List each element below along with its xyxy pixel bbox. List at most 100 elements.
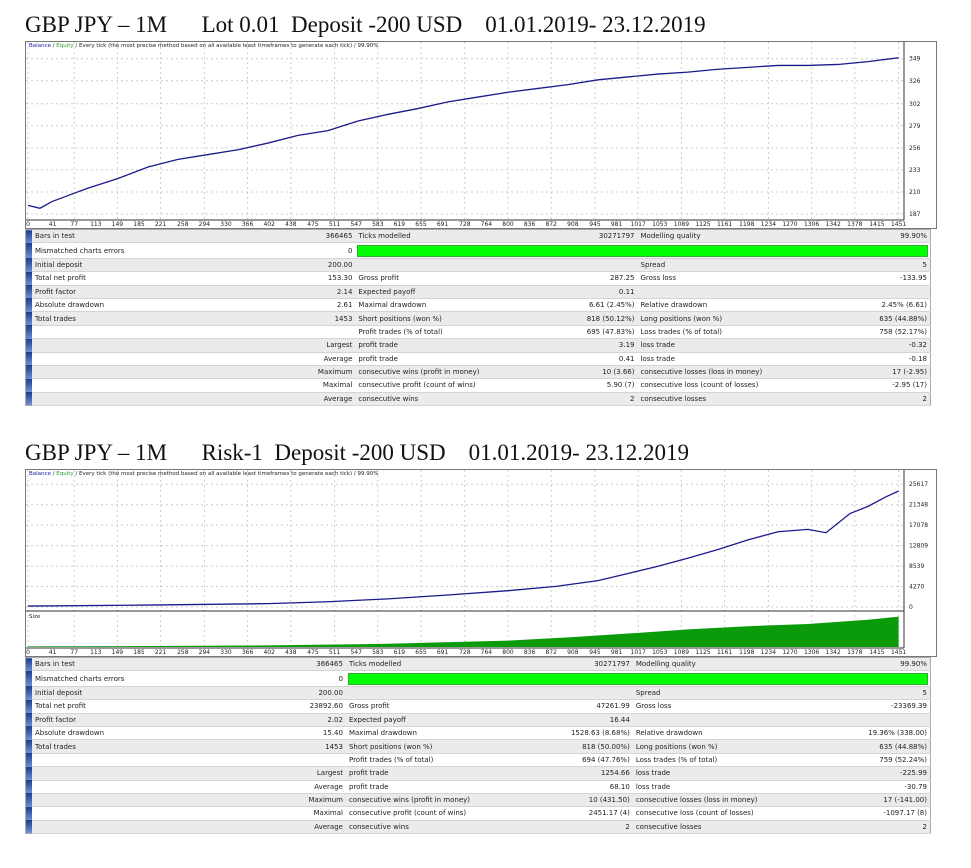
table-row: Initial deposit 200.00 Spread 5 (25, 258, 931, 273)
row-gutter (25, 780, 32, 794)
cell-label: profit trade (345, 766, 532, 781)
table-row: Largest profit trade 3.19 loss trade -0.32 (25, 338, 931, 353)
x-tick-label: 1125 (695, 649, 710, 656)
x-tick-label: 691 (437, 221, 449, 228)
x-tick-label: 908 (567, 649, 579, 656)
cell-value: 153.30 (283, 271, 356, 286)
x-tick-label: 1342 (826, 649, 841, 656)
cell-value: -133.95 (833, 271, 931, 286)
cell-label: Mismatched charts errors (32, 242, 283, 259)
cell-label: Ticks modelled (345, 657, 532, 672)
y-tick-label: 0 (909, 604, 913, 611)
cell-value: 3.19 (541, 338, 638, 353)
x-tick-label: 149 (112, 221, 124, 228)
cell-label: Initial deposit (32, 686, 283, 701)
cell-value (828, 713, 931, 727)
table-row: Mismatched charts errors 0 (25, 670, 931, 687)
cell-value: 635 (44.88%) (833, 311, 931, 326)
cell-label: Ticks modelled (355, 229, 542, 244)
cell-value: 5 (833, 258, 931, 273)
cell-value: 818 (50.00%) (531, 739, 633, 754)
cell-label: Short positions (won %) (345, 739, 532, 754)
x-tick-label: 1198 (739, 221, 754, 228)
x-tick-label: 1198 (739, 649, 754, 656)
y-tick-label: 210 (909, 189, 921, 196)
cell-label (32, 325, 283, 340)
table-row: Bars in test 366465 Ticks modelled 30271797… (25, 657, 931, 672)
cell-value: -2.95 (17) (833, 378, 931, 393)
x-tick-label: 294 (199, 221, 211, 228)
x-tick-label: 475 (307, 221, 319, 228)
x-tick-label: 764 (481, 649, 493, 656)
y-tick-label: 17078 (909, 522, 928, 529)
cell-label (632, 713, 829, 727)
cell-value: 695 (47.83%) (541, 325, 638, 340)
cell-label (32, 392, 283, 407)
y-tick-label: 8539 (909, 563, 924, 570)
chart-1-caption: Balance / Equity / Every tick (the most … (29, 43, 379, 49)
cell-value: 759 (52.24%) (828, 753, 931, 768)
cell-label: Modelling quality (637, 229, 834, 244)
cell-label (32, 766, 283, 781)
x-tick-label: 41 (49, 649, 57, 656)
table-row: Total net profit 23892.60 Gross profit 4726… (25, 699, 931, 714)
cell-label: consecutive loss (count of losses) (632, 806, 829, 821)
cell-value: 17 (-141.00) (828, 793, 931, 808)
cell-value: 0 (283, 242, 356, 259)
x-tick-label: 872 (545, 649, 557, 656)
cell-label: consecutive wins (profit in money) (345, 793, 532, 808)
x-tick-label: 1306 (804, 221, 819, 228)
size-label: Size (29, 614, 41, 620)
x-tick-label: 1089 (674, 221, 689, 228)
cell-value: 23892.60 (283, 699, 346, 714)
cell-label: Modelling quality (632, 657, 829, 672)
cell-value: 19.36% (338.00) (828, 726, 931, 741)
x-tick-label: 185 (133, 649, 145, 656)
x-tick-label: 330 (220, 221, 232, 228)
equity-label: Equity (56, 43, 74, 49)
cell-label: Spread (637, 258, 834, 273)
cell-label: Bars in test (32, 657, 283, 672)
y-tick-label: 21348 (909, 502, 928, 509)
row-gutter (25, 311, 32, 326)
table-row: Total trades 1453 Short positions (won %) 8… (25, 739, 931, 754)
row-gutter (25, 242, 32, 259)
cell-value (541, 258, 638, 273)
row-gutter (25, 670, 32, 687)
y-tick-label: 187 (909, 211, 921, 218)
x-tick-label: 1342 (826, 221, 841, 228)
cell-label: Maximal drawdown (355, 298, 542, 313)
quality-fill (347, 672, 928, 685)
cell-value: -225.99 (828, 766, 931, 781)
row-gutter (25, 285, 32, 299)
cell-label: consecutive profit (count of wins) (345, 806, 532, 821)
cell-label: Expected payoff (355, 285, 542, 299)
cell-label: consecutive losses (loss in money) (637, 365, 834, 380)
cell-value: 99.90% (833, 229, 931, 244)
cell-label: Long positions (won %) (632, 739, 829, 754)
cell-value: -0.18 (833, 352, 931, 366)
x-tick-label: 1053 (652, 221, 667, 228)
x-tick-label: 1415 (869, 649, 884, 656)
cell-label (32, 365, 283, 380)
cell-label: Bars in test (32, 229, 283, 244)
cell-value: 818 (50.12%) (541, 311, 638, 326)
row-gutter (25, 739, 32, 754)
x-tick-label: 511 (329, 221, 341, 228)
y-tick-label: 256 (909, 145, 921, 152)
x-tick-label: 1017 (631, 221, 646, 228)
table-row: Average consecutive wins 2 consecutive loss… (25, 392, 931, 407)
table-row: Absolute drawdown 2.61 Maximal drawdown 6.6… (25, 298, 931, 313)
cell-value: 635 (44.88%) (828, 739, 931, 754)
cell-value: -23369.39 (828, 699, 931, 714)
x-tick-label: 149 (112, 649, 124, 656)
x-tick-label: 619 (394, 221, 406, 228)
x-tick-label: 872 (545, 221, 557, 228)
chart-1-panel: Balance / Equity / Every tick (the most … (25, 41, 937, 229)
cell-label (637, 285, 834, 299)
x-tick-label: 294 (199, 649, 211, 656)
x-tick-label: 41 (49, 221, 57, 228)
x-tick-label: 402 (263, 649, 275, 656)
cell-value: 2 (531, 820, 633, 835)
cell-label (345, 686, 532, 701)
